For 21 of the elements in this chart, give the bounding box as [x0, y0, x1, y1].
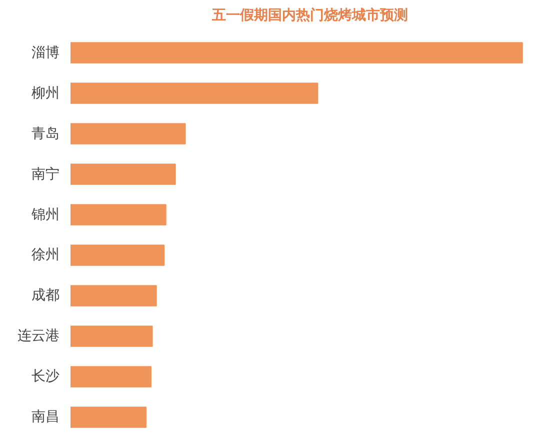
bar [70, 406, 146, 428]
y-tick-label: 南宁 [32, 166, 60, 182]
y-tick-label: 南昌 [32, 409, 60, 426]
y-tick-label: 锦州 [30, 206, 60, 223]
chart-title: 五一假期国内热门烧烤城市预测 [211, 6, 408, 24]
bar [70, 244, 165, 266]
y-tick-label: 淄博 [32, 44, 60, 61]
bar [70, 82, 318, 104]
bar [70, 285, 157, 306]
bar [70, 326, 153, 347]
y-tick-label: 青岛 [32, 126, 60, 142]
bar [70, 366, 152, 388]
bar [70, 123, 186, 144]
bar [70, 204, 166, 226]
bar [70, 164, 176, 185]
y-tick-label: 长沙 [32, 368, 60, 385]
y-tick-label: 徐州 [32, 247, 60, 264]
y-tick-label: 柳州 [32, 85, 60, 102]
y-tick-label: 连云港 [18, 328, 60, 344]
y-tick-label: 成都 [32, 288, 60, 304]
bar [70, 42, 523, 64]
